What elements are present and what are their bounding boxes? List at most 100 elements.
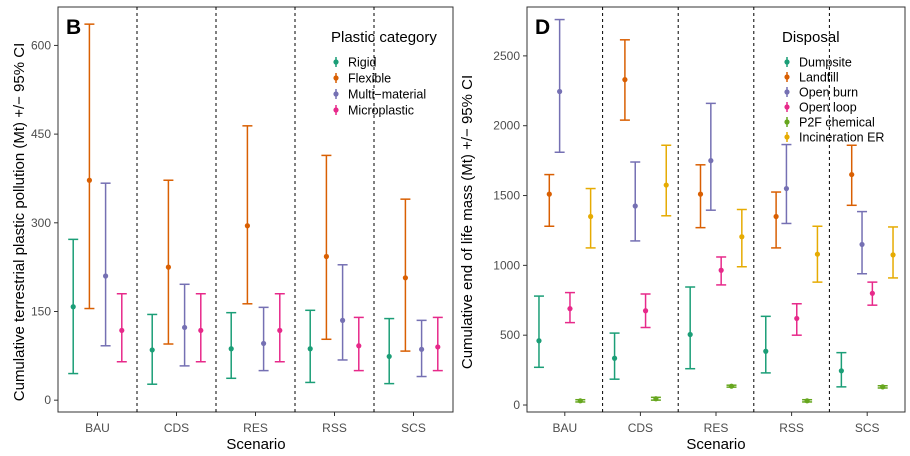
panel-d-x-ticks: BAU CDS RES RSS SCS [552,412,880,435]
panel-d-frame [526,6,906,413]
legend-key-point [784,89,790,95]
panel-b-x-ticks: BAU CDS RES RSS SCS [85,412,426,435]
panel-b: Cumulative terrestrial plastic pollution… [11,6,454,453]
data-point [356,343,362,349]
y-tick-label: 0 [513,398,520,412]
data-point [890,252,896,258]
data-point [149,347,155,353]
data-point [859,241,865,248]
y-tick-label: 500 [500,328,520,342]
data-point [869,290,875,296]
panel-b-frame [57,6,454,413]
data-point [838,368,844,374]
x-tick-label: SCS [855,421,880,435]
legend-item: Microplastic [333,104,414,118]
x-tick-label: RSS [322,421,347,435]
data-point [611,355,618,361]
legend-label: Multi−material [348,88,426,102]
y-tick-label: 2000 [493,119,520,133]
panel-b-tag: B [66,16,81,39]
panel-d-y-ticks: 0 500 1000 1500 2000 2500 [493,49,527,412]
data-point [546,191,552,197]
data-point [181,324,188,331]
legend-key-point [333,91,339,97]
legend-item: Incineration ER [784,131,884,145]
data-point [794,315,800,322]
series-p2f-chemical [575,383,888,404]
panel-d: Cumulative end of life mass (Mt) +/− 95%… [459,6,906,453]
data-point [783,185,790,192]
data-point [622,77,628,83]
x-tick-label: BAU [85,421,110,435]
series-landfill [544,39,857,249]
legend-label: P2F chemical [799,116,875,130]
legend-label: Open burn [799,86,858,100]
data-point [567,306,573,312]
series-dumpsite [533,286,847,388]
data-point [814,251,821,257]
panel-b-x-axis-title: Scenario [226,436,285,453]
data-point [228,346,234,352]
data-point [536,338,542,344]
y-tick-label: 300 [31,216,51,230]
legend-item: Open burn [784,86,858,100]
panel-b-dividers [136,7,375,412]
series-rigid [68,238,395,385]
x-tick-label: SCS [401,421,426,435]
series-open-burn [554,18,868,275]
legend-item: Open loop [784,101,857,115]
panel-b-y-axis-title: Cumulative terrestrial plastic pollution… [11,43,28,401]
y-tick-label: 1500 [493,189,520,203]
series-incineration-er [585,144,899,283]
x-tick-label: BAU [552,421,577,435]
legend-item: P2F chemical [784,116,875,130]
data-point [119,327,125,334]
x-tick-label: CDS [164,421,189,435]
data-point [198,327,204,334]
legend-key-point [333,59,339,65]
data-point [718,267,724,273]
panel-b-marks [68,23,443,385]
data-point [728,383,735,389]
legend-item: Rigid [333,56,377,70]
data-point [804,398,810,404]
legend-key-point [784,74,790,80]
legend-key-point [784,134,790,140]
data-point [244,223,251,229]
legend-label: Flexible [348,72,391,86]
series-open-loop [564,256,878,336]
y-tick-label: 1000 [493,258,520,272]
legend-item: Dumpsite [784,56,852,70]
data-point [557,88,563,95]
legend-label: Landfill [799,71,839,85]
data-point [880,384,886,390]
y-tick-label: 150 [31,304,51,318]
legend-label: Microplastic [348,104,414,118]
panel-b-legend-title: Plastic category [331,29,437,46]
legend-item: Flexible [333,72,391,86]
data-point [708,158,714,164]
panel-b-legend: Plastic category Rigid Flexible Multi−mate… [331,29,437,118]
panel-d-legend-title: Disposal [782,29,840,46]
data-point [588,213,594,220]
data-point [577,398,583,404]
y-tick-label: 450 [31,127,51,141]
data-point [653,396,659,402]
panel-d-x-axis-title: Scenario [686,436,745,453]
data-point [402,275,409,281]
legend-item: Multi−material [333,88,426,102]
panel-d-dividers [602,7,830,412]
y-tick-label: 2500 [493,49,520,63]
data-point [642,308,649,314]
data-point [102,273,109,279]
legend-key-point [784,104,790,110]
data-point [849,171,855,178]
x-tick-label: RES [243,421,268,435]
series-microplastic [116,293,443,372]
panel-b-y-ticks: 0 150 300 450 600 [31,38,58,407]
y-tick-label: 0 [44,393,51,407]
x-tick-label: RSS [779,421,804,435]
x-tick-label: RES [704,421,729,435]
